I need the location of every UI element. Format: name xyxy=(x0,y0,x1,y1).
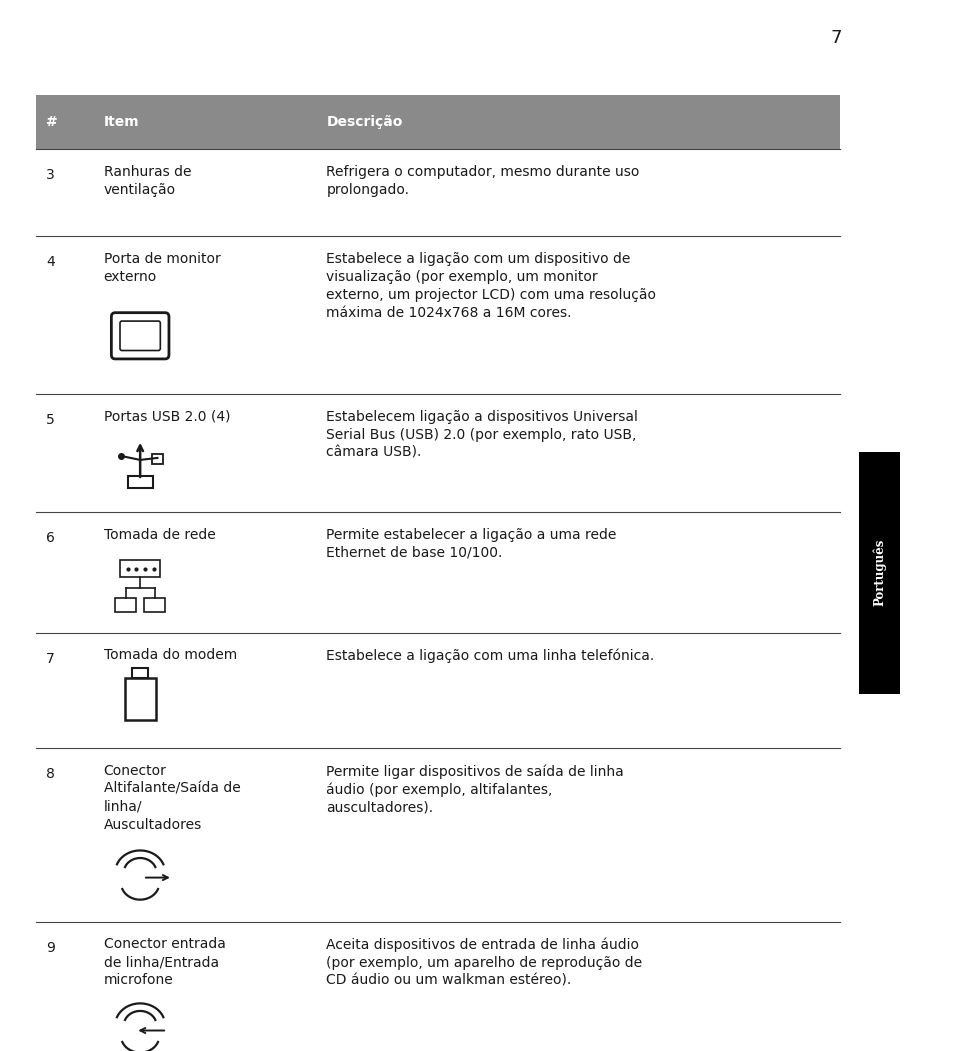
Text: Permite estabelecer a ligação a uma rede
Ethernet de base 10/100.: Permite estabelecer a ligação a uma rede… xyxy=(326,528,616,559)
Bar xyxy=(859,452,900,694)
Text: Permite ligar dispositivos de saída de linha
áudio (por exemplo, altifalantes,
a: Permite ligar dispositivos de saída de l… xyxy=(326,764,624,815)
Text: Refrigera o computador, mesmo durante uso
prolongado.: Refrigera o computador, mesmo durante us… xyxy=(326,165,639,197)
Text: Tomada do modem: Tomada do modem xyxy=(104,648,237,662)
Bar xyxy=(128,476,153,489)
Bar xyxy=(132,668,148,679)
Text: 3: 3 xyxy=(46,168,55,182)
Text: 6: 6 xyxy=(46,531,55,544)
Text: Portas USB 2.0 (4): Portas USB 2.0 (4) xyxy=(104,410,230,424)
Text: 7: 7 xyxy=(830,29,842,47)
Bar xyxy=(144,598,165,612)
Bar xyxy=(115,598,136,612)
Bar xyxy=(36,95,840,149)
Text: 4: 4 xyxy=(46,255,55,269)
Text: 7: 7 xyxy=(46,652,55,665)
Bar xyxy=(125,679,156,721)
Text: 8: 8 xyxy=(46,767,55,781)
Text: Tomada de rede: Tomada de rede xyxy=(104,528,215,541)
Text: Aceita dispositivos de entrada de linha áudio
(por exemplo, um aparelho de repro: Aceita dispositivos de entrada de linha … xyxy=(326,937,642,988)
Text: Estabelece a ligação com um dispositivo de
visualização (por exemplo, um monitor: Estabelece a ligação com um dispositivo … xyxy=(326,252,657,320)
Text: 9: 9 xyxy=(46,941,55,954)
Text: Porta de monitor
externo: Porta de monitor externo xyxy=(104,252,221,284)
Text: 5: 5 xyxy=(46,413,55,427)
Bar xyxy=(120,560,160,577)
Bar xyxy=(152,454,163,465)
Text: #: # xyxy=(46,115,58,129)
Text: Ranhuras de
ventilação: Ranhuras de ventilação xyxy=(104,165,191,197)
Text: Estabelecem ligação a dispositivos Universal
Serial Bus (USB) 2.0 (por exemplo, : Estabelecem ligação a dispositivos Unive… xyxy=(326,410,638,459)
Text: Item: Item xyxy=(104,115,139,129)
Text: Conector
Altifalante/Saída de
linha/
Auscultadores: Conector Altifalante/Saída de linha/ Aus… xyxy=(104,764,240,831)
Text: Descrição: Descrição xyxy=(326,115,403,129)
Text: Estabelece a ligação com uma linha telefónica.: Estabelece a ligação com uma linha telef… xyxy=(326,648,655,663)
Text: Português: Português xyxy=(873,539,886,606)
Text: Conector entrada
de linha/Entrada
microfone: Conector entrada de linha/Entrada microf… xyxy=(104,937,226,987)
